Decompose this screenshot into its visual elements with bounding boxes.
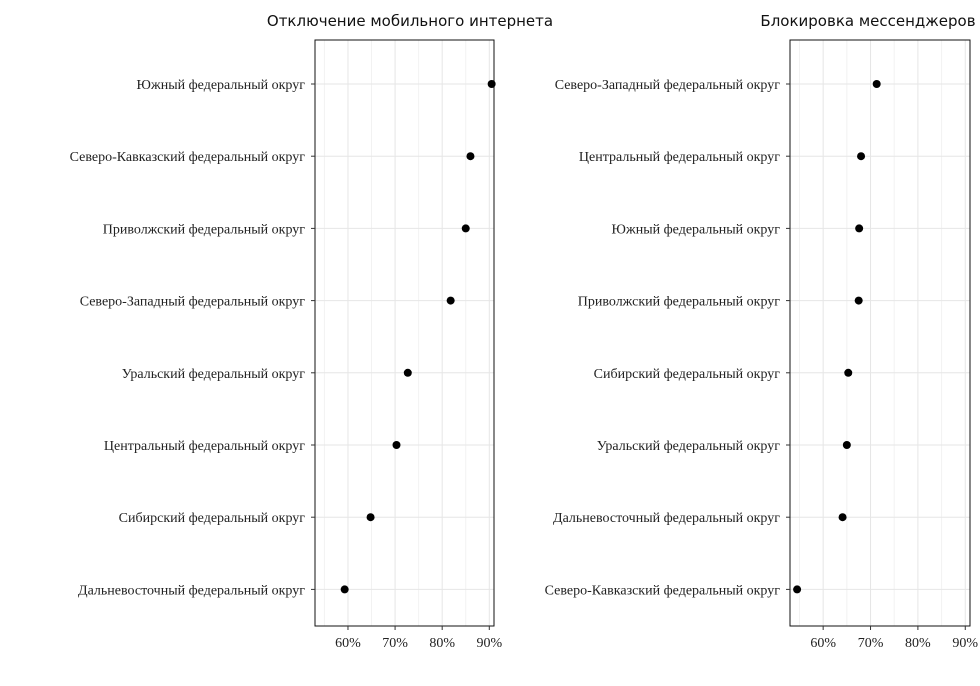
category-label: Приволжский федеральный округ [578,295,780,310]
data-point [793,585,802,594]
data-point [340,585,349,594]
data-point [392,441,401,449]
x-tick-label: 60% [810,636,836,651]
data-point [446,296,455,305]
x-tick-label: 60% [335,636,361,651]
category-label: Северо-Западный федеральный округ [555,78,781,93]
panel-mobile-internet: Отключение мобильного интернета Южный фед… [70,12,553,651]
data-point [366,513,375,522]
panel-title: Отключение мобильного интернета [267,12,553,30]
category-label: Северо-Западный федеральный округ [80,295,306,310]
data-point [842,441,851,449]
category-label: Дальневосточный федеральный округ [553,511,780,526]
data-point [844,368,853,377]
panel-title: Блокировка мессенджеров [760,12,975,30]
data-point [872,80,881,88]
data-point [466,152,475,161]
category-label: Центральный федеральный округ [579,150,780,165]
panel-border [789,39,971,627]
category-label: Сибирский федеральный округ [594,367,781,382]
panel-messengers: Блокировка мессенджеров Северо-Западный ф… [545,12,979,651]
data-point [487,80,496,88]
category-label: Сибирский федеральный округ [119,511,306,526]
x-tick-label: 90% [952,636,978,651]
category-label: Северо-Кавказский федеральный округ [545,583,781,598]
data-point [461,224,470,233]
category-label: Уральский федеральный округ [122,367,306,382]
category-label: Северо-Кавказский федеральный округ [70,150,306,165]
category-label: Южный федеральный округ [136,78,305,93]
x-tick-label: 70% [382,636,408,651]
x-tick-label: 90% [476,636,502,651]
category-label: Южный федеральный округ [611,222,780,237]
data-point [855,224,864,233]
data-point [857,152,866,161]
category-label: Уральский федеральный округ [597,439,781,454]
data-point [854,296,863,305]
category-label: Центральный федеральный округ [104,439,305,454]
panel-border [314,39,495,627]
category-label: Дальневосточный федеральный округ [78,583,305,598]
x-tick-label: 80% [429,636,455,651]
category-label: Приволжский федеральный округ [103,222,305,237]
data-point [838,513,847,522]
x-tick-label: 70% [858,636,884,651]
data-point [403,368,412,377]
x-tick-label: 80% [905,636,931,651]
